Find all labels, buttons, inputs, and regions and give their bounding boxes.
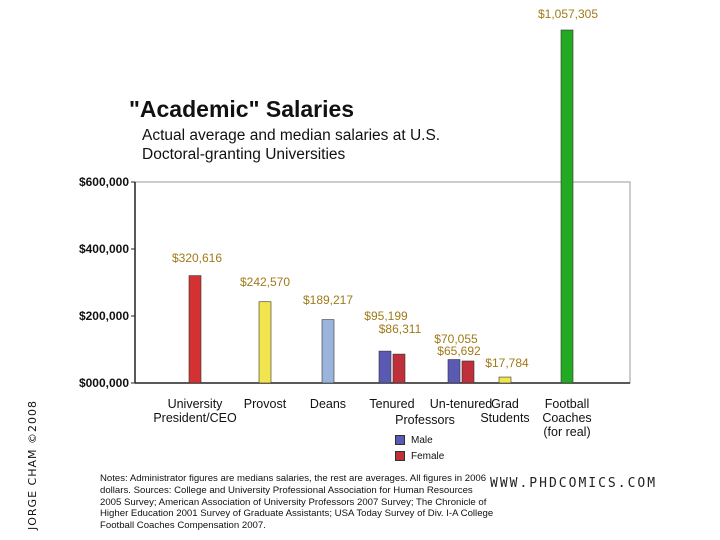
bar-value-label-5-0: $17,784 bbox=[485, 356, 529, 370]
legend-swatch-male bbox=[395, 435, 405, 445]
bar-value-label-1-0: $242,570 bbox=[240, 275, 290, 289]
bar-2-0 bbox=[321, 319, 335, 384]
bar-4-1 bbox=[461, 360, 475, 384]
bar-value-label-3-1: $86,311 bbox=[379, 322, 422, 336]
author-credit: JORGE CHAM ©2008 bbox=[26, 400, 39, 530]
bar-0-0 bbox=[188, 275, 202, 384]
bar-6-0 bbox=[560, 29, 574, 384]
legend-item-female: Female bbox=[395, 448, 444, 464]
legend-label-male: Male bbox=[411, 434, 433, 446]
bar-3-0 bbox=[378, 350, 392, 384]
bar-value-label-4-1: $65,692 bbox=[437, 344, 481, 358]
y-tick-label-0: $000,000 bbox=[79, 376, 129, 390]
legend: Male Female bbox=[395, 432, 444, 464]
chart-title: "Academic" Salaries bbox=[129, 96, 355, 122]
source-notes: Notes: Administrator figures are medians… bbox=[100, 473, 494, 532]
category-label-0-0: University bbox=[168, 397, 224, 411]
category-label-6-1: Coaches bbox=[542, 411, 591, 425]
category-label-3-0: Tenured bbox=[369, 397, 414, 411]
bar-value-label-6-0: $1,057,305 bbox=[538, 7, 598, 21]
category-label-6-2: (for real) bbox=[543, 425, 590, 439]
y-tick-label-2: $400,000 bbox=[79, 242, 129, 256]
bar-1-0 bbox=[258, 301, 272, 384]
chart-subtitle: Actual average and median salaries at U.… bbox=[142, 127, 441, 163]
bar-5-0 bbox=[498, 376, 512, 384]
y-tick-label-3: $600,000 bbox=[79, 175, 129, 189]
category-label-1-0: Provost bbox=[244, 397, 287, 411]
website-url[interactable]: WWW.PHDCOMICS.COM bbox=[490, 476, 658, 491]
category-label-0-1: President/CEO bbox=[153, 411, 237, 425]
group-label-0: Professors bbox=[395, 413, 455, 427]
bar-4-0 bbox=[447, 359, 461, 384]
legend-label-female: Female bbox=[411, 450, 445, 462]
bar-3-1 bbox=[392, 353, 406, 384]
legend-item-male: Male bbox=[395, 432, 444, 448]
bar-value-label-4-0: $70,055 bbox=[434, 332, 478, 346]
y-tick-label-1: $200,000 bbox=[79, 309, 129, 323]
bar-value-label-0-0: $320,616 bbox=[172, 251, 222, 265]
bar-value-label-3-0: $95,199 bbox=[364, 309, 408, 323]
category-label-5-1: Students bbox=[480, 411, 529, 425]
category-label-4-0: Un-tenured bbox=[430, 397, 493, 411]
bar-value-label-2-0: $189,217 bbox=[303, 293, 353, 307]
category-label-5-0: Grad bbox=[491, 397, 519, 411]
legend-swatch-female bbox=[395, 451, 405, 461]
category-label-2-0: Deans bbox=[310, 397, 346, 411]
category-label-6-0: Football bbox=[545, 397, 589, 411]
